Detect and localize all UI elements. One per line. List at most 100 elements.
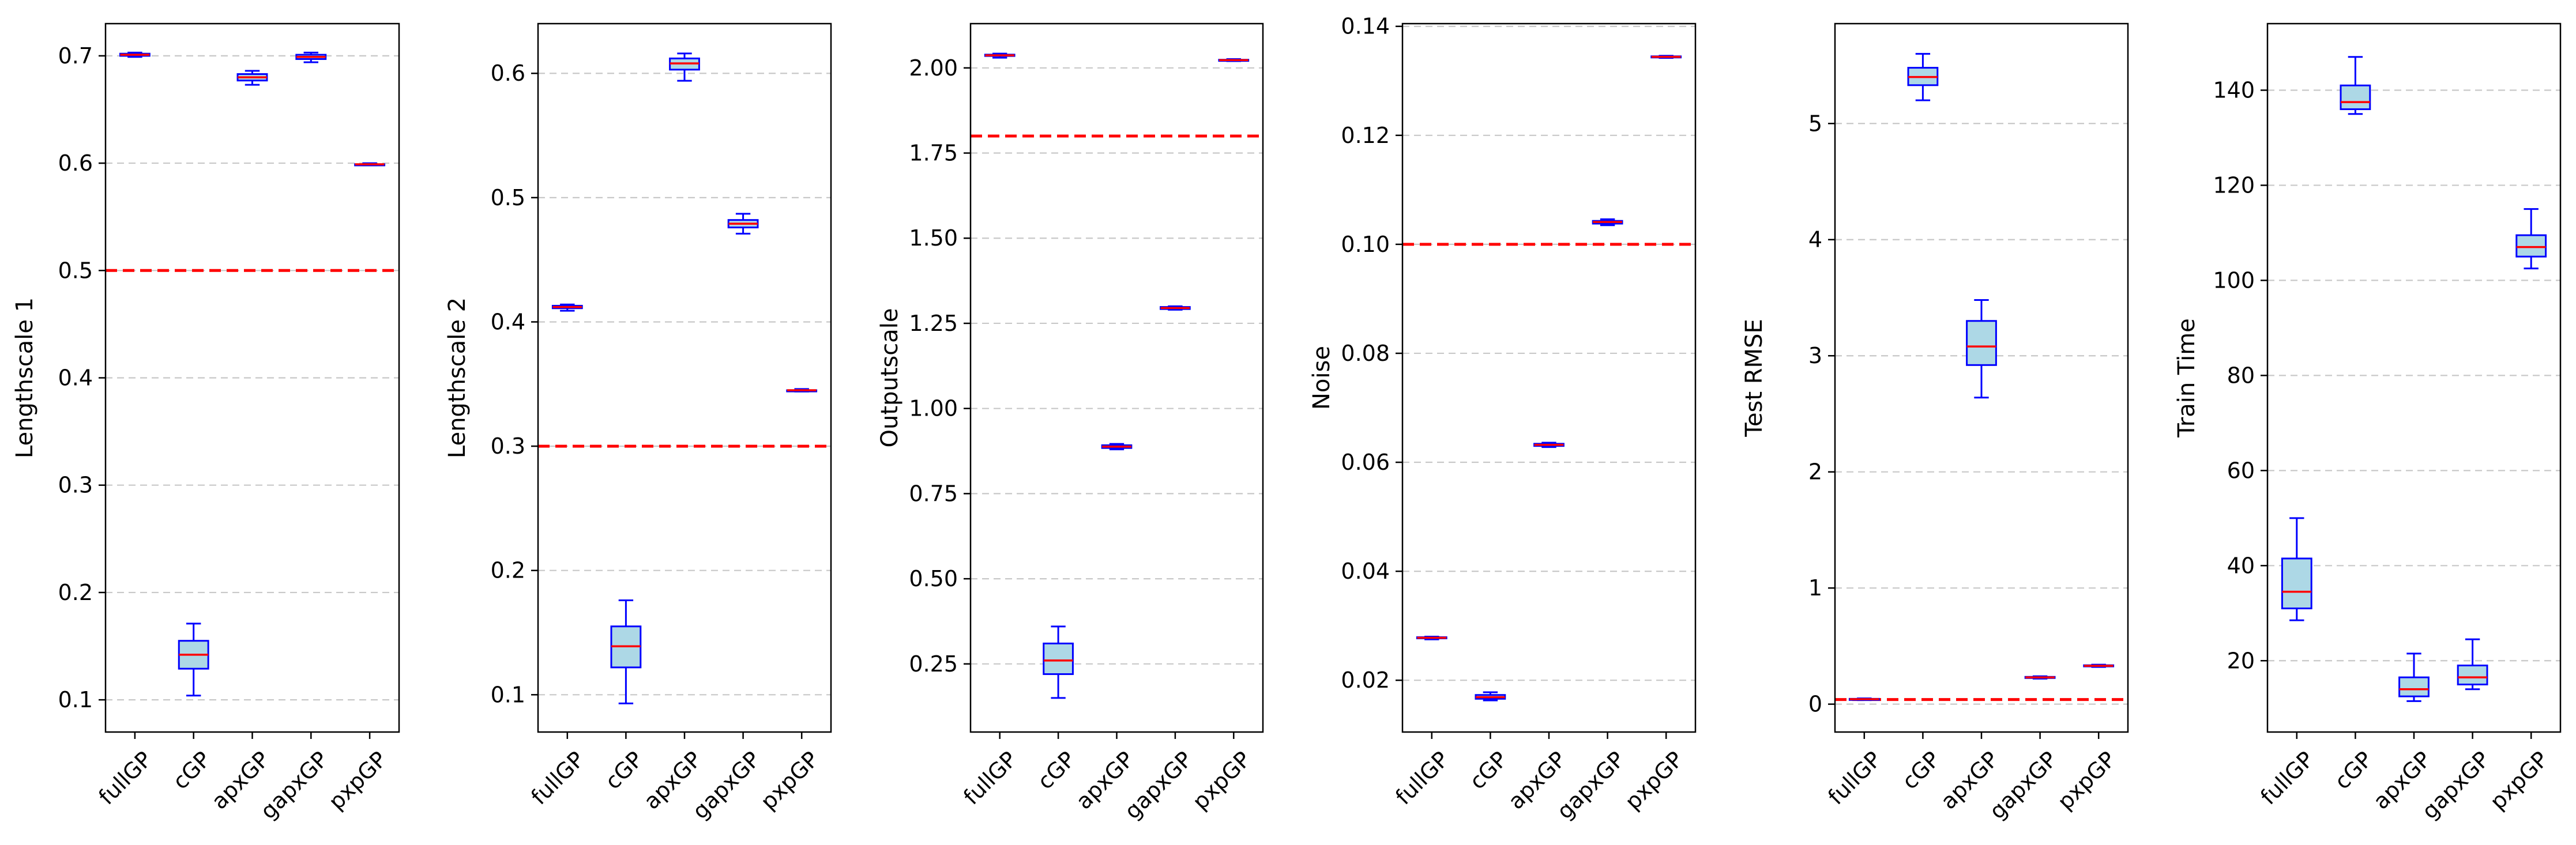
x-tick-label: fullGP (1390, 746, 1454, 810)
y-tick-label: 0.14 (1341, 14, 1390, 39)
y-tick-label: 0.1 (491, 682, 525, 707)
y-tick-label: 40 (2227, 553, 2255, 578)
x-tick-label: pxpGP (2052, 746, 2120, 814)
plot-frame (537, 22, 832, 733)
box-gapxGP (2024, 675, 2056, 680)
box-apxGP (669, 52, 700, 82)
box-pxpGP (1218, 58, 1250, 62)
y-tick-label: 0.25 (909, 651, 958, 677)
box-apxGP (2398, 652, 2430, 702)
box-fullGP (984, 52, 1016, 59)
x-tick-label: cGP (1897, 746, 1945, 794)
y-tick-label: 5 (1808, 111, 1822, 136)
y-tick-label: 0.75 (909, 481, 958, 506)
box-pxpGP (786, 388, 818, 393)
box-cGP (1475, 691, 1506, 701)
x-tick-label: pxpGP (755, 746, 823, 814)
box-pxpGP (354, 162, 386, 167)
y-tick-label: 4 (1808, 227, 1822, 252)
plot-frame (104, 22, 400, 733)
box-gapxGP (2457, 638, 2488, 691)
y-tick-label: 100 (2213, 267, 2255, 293)
box-cGP (2340, 56, 2371, 115)
x-tick-label: pxpGP (1187, 746, 1255, 814)
box-body (2340, 84, 2371, 110)
y-tick-label: 0.3 (491, 433, 525, 459)
y-tick-label: 2.00 (909, 55, 958, 81)
box-fullGP (1416, 636, 1447, 640)
y-tick-label: 0.10 (1341, 232, 1390, 257)
x-tick-label: cGP (2330, 746, 2378, 794)
box-gapxGP (1592, 218, 1623, 227)
y-tick-label: 0.2 (58, 580, 93, 605)
box-gapxGP (295, 51, 327, 63)
y-tick-label: 80 (2227, 363, 2255, 388)
y-tick-label: 120 (2213, 172, 2255, 198)
x-tick-label: fullGP (958, 746, 1022, 810)
box-pxpGP (2083, 663, 2115, 668)
y-tick-label: 1.00 (909, 396, 958, 421)
x-tick-label: fullGP (1823, 746, 1886, 810)
y-tick-label: 20 (2227, 648, 2255, 673)
x-tick-label: cGP (1465, 746, 1513, 794)
y-axis-title: Outputscale (877, 308, 903, 447)
x-tick-label: fullGP (2255, 746, 2319, 810)
y-tick-label: 60 (2227, 458, 2255, 483)
box-body (2398, 676, 2430, 697)
x-tick-label: pxpGP (324, 746, 392, 814)
box-apxGP (1101, 443, 1133, 451)
y-tick-label: 3 (1808, 343, 1822, 368)
plot-frame (2266, 22, 2562, 733)
box-body (2457, 665, 2488, 686)
box-body (2515, 234, 2547, 258)
x-tick-label: cGP (1032, 746, 1080, 794)
y-tick-label: 0.06 (1341, 450, 1390, 475)
box-cGP (178, 623, 209, 697)
y-axis-title: Train Time (2173, 318, 2200, 438)
y-tick-label: 0.7 (58, 43, 93, 69)
box-gapxGP (727, 213, 759, 235)
box-fullGP (119, 51, 151, 58)
chart-panel-3: 0.25 0.50 0.75 1.00 1.25 1.50 1.75 2.00 fullGP cG… (877, 22, 1264, 824)
box-body (1966, 320, 1997, 366)
box-fullGP (551, 303, 583, 312)
y-tick-label: 0.12 (1341, 123, 1390, 148)
y-tick-label: 0 (1808, 692, 1822, 717)
y-tick-label: 0.50 (909, 566, 958, 591)
box-pxpGP (1650, 55, 1682, 59)
x-tick-label: pxpGP (2485, 746, 2553, 814)
box-apxGP (1533, 442, 1565, 448)
y-axis-title: Lengthscale 1 (12, 297, 38, 458)
y-tick-label: 0.04 (1341, 559, 1390, 584)
box-apxGP (236, 70, 268, 86)
y-tick-label: 0.08 (1341, 341, 1390, 366)
box-cGP (1043, 625, 1074, 699)
y-tick-label: 0.02 (1341, 667, 1390, 693)
y-tick-label: 0.3 (58, 473, 93, 498)
y-tick-label: 1.25 (909, 311, 958, 336)
y-tick-label: 0.6 (58, 150, 93, 176)
y-tick-label: 140 (2213, 77, 2255, 103)
y-axis-title: Test RMSE (1741, 319, 1768, 437)
x-tick-label: fullGP (93, 746, 157, 810)
y-axis-title: Lengthscale 2 (444, 297, 471, 458)
y-tick-label: 0.1 (58, 687, 93, 712)
box-apxGP (1966, 299, 1997, 399)
y-tick-label: 0.5 (58, 258, 93, 283)
box-body (2281, 557, 2312, 610)
box-fullGP (1848, 697, 1880, 701)
y-tick-label: 1.75 (909, 141, 958, 166)
box-pxpGP (2515, 208, 2547, 270)
y-tick-label: 1.50 (909, 225, 958, 251)
y-tick-label: 0.4 (58, 365, 93, 391)
x-tick-label: fullGP (526, 746, 589, 810)
y-tick-label: 0.4 (491, 309, 525, 334)
plot-frame (969, 22, 1264, 733)
x-tick-label: cGP (600, 746, 648, 794)
box-gapxGP (1160, 305, 1191, 311)
